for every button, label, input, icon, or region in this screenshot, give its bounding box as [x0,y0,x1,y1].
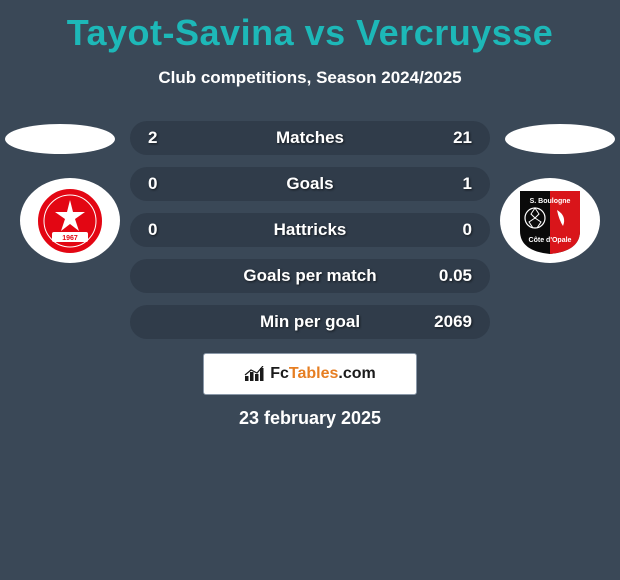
stat-row-matches: 2 Matches 21 [130,121,490,155]
subtitle: Club competitions, Season 2024/2025 [0,68,620,88]
brand-prefix: Fc [270,365,289,382]
left-club-logo-icon: 1967 [35,186,105,256]
stat-right-value: 0.05 [432,266,472,286]
left-player-ellipse [5,124,115,154]
right-player-ellipse [505,124,615,154]
footer-brand-badge[interactable]: FcTables.com [203,353,417,395]
stat-right-value: 0 [432,220,472,240]
brand-main: Tables [289,365,339,382]
stats-container: 2 Matches 21 0 Goals 1 0 Hattricks 0 Goa… [130,121,490,351]
svg-text:S. Boulogne: S. Boulogne [530,198,571,205]
svg-text:Côte d'Opale: Côte d'Opale [529,237,572,244]
date-text: 23 february 2025 [0,408,620,429]
stat-row-goals: 0 Goals 1 [130,167,490,201]
stat-row-hattricks: 0 Hattricks 0 [130,213,490,247]
chart-icon [244,366,264,382]
stat-right-value: 21 [432,128,472,148]
footer-brand-text: FcTables.com [270,365,376,383]
brand-suffix: .com [338,365,375,382]
svg-text:1967: 1967 [62,235,78,242]
stat-right-value: 2069 [432,312,472,332]
left-club-badge: 1967 [20,178,120,263]
right-club-logo-icon: S. Boulogne Côte d'Opale [515,186,585,256]
right-club-badge: S. Boulogne Côte d'Opale [500,178,600,263]
stat-right-value: 1 [432,174,472,194]
stat-row-min-per-goal: Min per goal 2069 [130,305,490,339]
stat-row-goals-per-match: Goals per match 0.05 [130,259,490,293]
page-title: Tayot-Savina vs Vercruysse [0,0,620,54]
